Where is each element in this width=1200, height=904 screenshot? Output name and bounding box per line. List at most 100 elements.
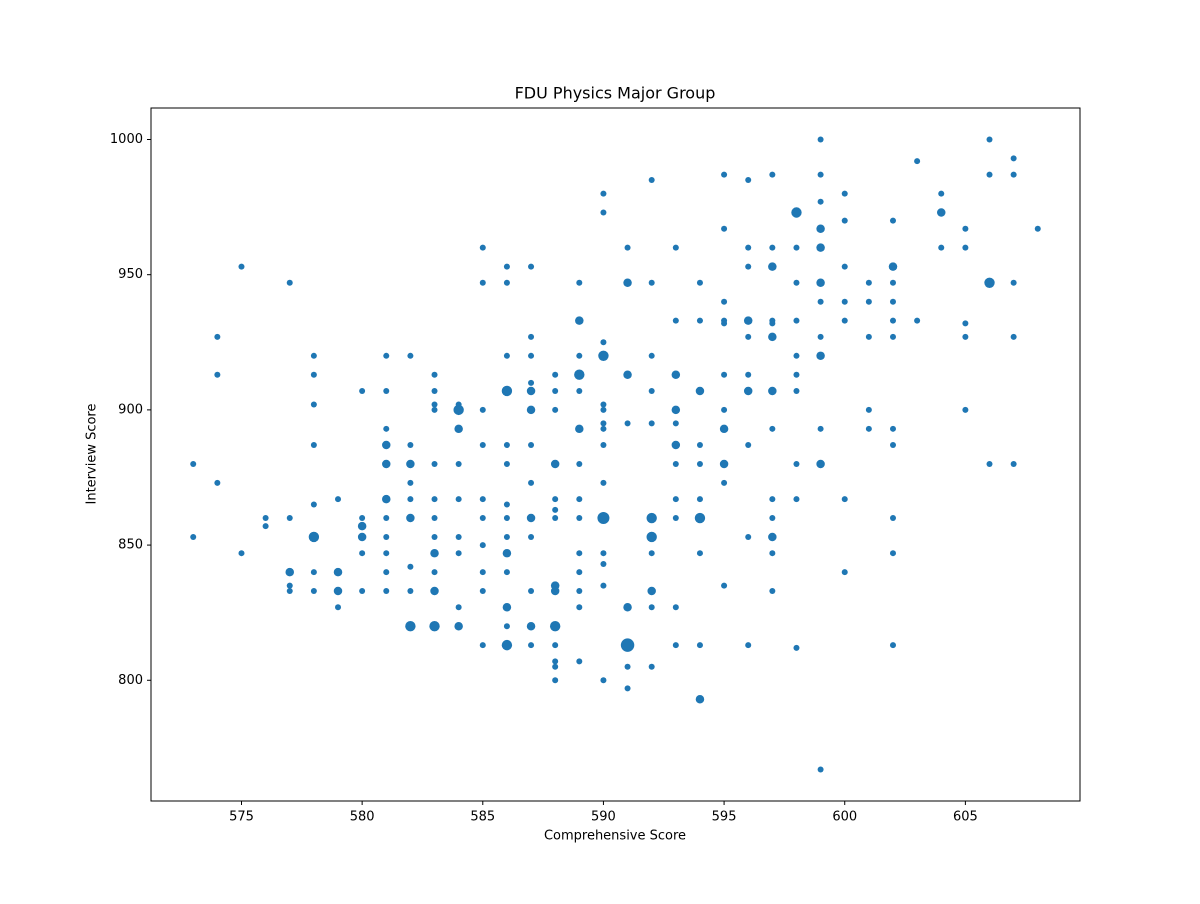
point [600, 479, 607, 486]
point [648, 352, 655, 359]
point [793, 317, 800, 324]
point [357, 532, 367, 542]
point [769, 496, 776, 503]
point [623, 603, 632, 612]
point [600, 582, 607, 589]
point [431, 401, 438, 408]
point [889, 442, 896, 449]
point [841, 298, 848, 305]
point [672, 642, 679, 649]
point [214, 479, 221, 486]
point [1010, 460, 1017, 467]
point [672, 515, 679, 522]
point [745, 371, 752, 378]
point [552, 496, 559, 503]
point [455, 533, 462, 540]
point [648, 550, 655, 557]
point [335, 496, 342, 503]
point [745, 533, 752, 540]
point [1010, 333, 1017, 340]
point [503, 279, 510, 286]
point [310, 588, 317, 595]
point [454, 424, 463, 434]
point [721, 479, 728, 486]
point [431, 515, 438, 522]
point [238, 263, 245, 270]
x-tick-label: 585 [470, 810, 495, 825]
point [502, 548, 512, 558]
point [552, 677, 559, 684]
point [620, 638, 635, 652]
point [359, 550, 366, 557]
point [552, 406, 559, 413]
point [383, 352, 390, 359]
point [503, 569, 510, 576]
point [214, 333, 221, 340]
point [383, 425, 390, 432]
point [552, 663, 559, 670]
point [310, 501, 317, 508]
point [214, 371, 221, 378]
point [768, 332, 777, 342]
point [914, 158, 921, 165]
x-tick-label: 600 [832, 810, 857, 825]
point [552, 387, 559, 394]
point [889, 333, 896, 340]
point [865, 425, 872, 432]
point [648, 604, 655, 611]
point [407, 442, 414, 449]
point [526, 386, 536, 396]
point [407, 352, 414, 359]
point [407, 588, 414, 595]
point [576, 550, 583, 557]
point [696, 460, 703, 467]
point [769, 550, 776, 557]
point [576, 496, 583, 503]
point [431, 533, 438, 540]
point [695, 694, 705, 704]
point [841, 317, 848, 324]
point [528, 263, 535, 270]
point [382, 459, 391, 469]
point [576, 279, 583, 286]
point [889, 515, 896, 522]
point [623, 370, 632, 379]
point [793, 644, 800, 651]
y-tick-label: 950 [118, 267, 143, 282]
point [889, 279, 896, 286]
point [648, 177, 655, 184]
point [528, 333, 535, 340]
y-tick-label: 900 [118, 402, 143, 417]
point [793, 496, 800, 503]
y-tick-label: 800 [118, 673, 143, 688]
point [768, 386, 777, 396]
point [672, 460, 679, 467]
point [262, 515, 269, 522]
point [793, 387, 800, 394]
point [721, 320, 728, 327]
point [889, 298, 896, 305]
point [190, 460, 197, 467]
point [865, 298, 872, 305]
point [841, 217, 848, 224]
point [865, 333, 872, 340]
point [600, 425, 607, 432]
x-axis-label: Comprehensive Score [544, 829, 686, 844]
point [502, 603, 512, 612]
point [528, 379, 535, 386]
point [865, 279, 872, 286]
point [503, 501, 510, 508]
point [479, 569, 486, 576]
point [648, 279, 655, 286]
point [431, 460, 438, 467]
point [1010, 279, 1017, 286]
point [600, 561, 607, 568]
point [696, 550, 703, 557]
point [479, 496, 486, 503]
point [696, 442, 703, 449]
point [238, 550, 245, 557]
point [719, 459, 729, 469]
point [694, 512, 706, 524]
x-tick-label: 580 [350, 810, 375, 825]
